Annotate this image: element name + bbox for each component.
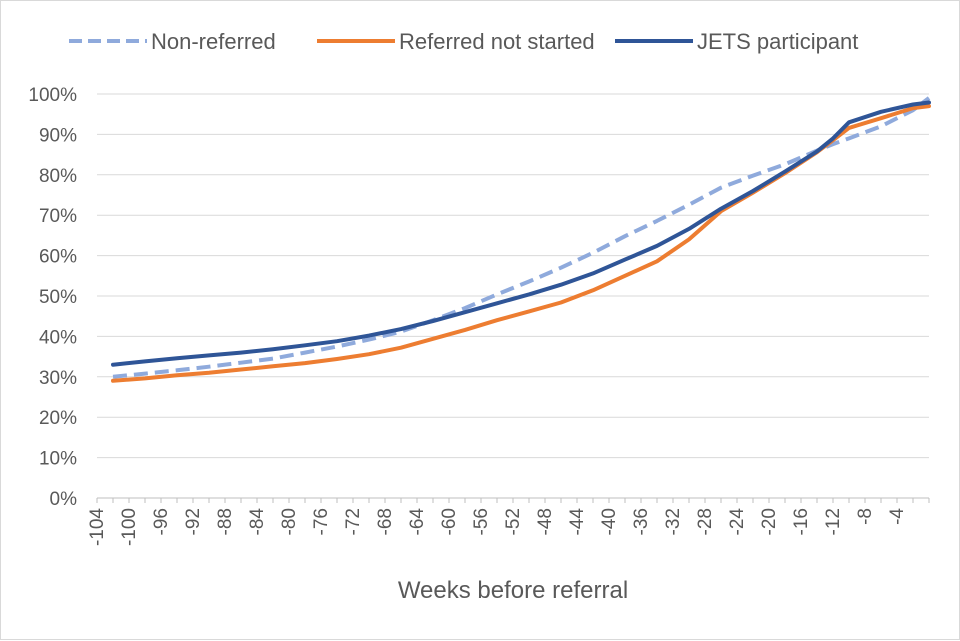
x-tick-label: -84 bbox=[247, 508, 268, 536]
y-axis: 0% 10% 20% 30% 40% 50% 60% 70% 80% 90% 100% bbox=[28, 85, 77, 510]
y-tick-label: 40% bbox=[39, 327, 77, 348]
x-tick-label: -36 bbox=[631, 508, 652, 535]
series-line-jets-participant bbox=[111, 100, 931, 367]
x-tick-label: -12 bbox=[823, 508, 844, 535]
x-tick-label: -28 bbox=[695, 508, 716, 535]
legend-label: Referred not started bbox=[399, 29, 595, 54]
x-tick-label: -68 bbox=[375, 508, 396, 535]
y-tick-label: 0% bbox=[50, 489, 78, 510]
gridlines bbox=[97, 93, 929, 459]
x-tick-label: -24 bbox=[727, 508, 748, 536]
x-tick-label: -48 bbox=[535, 508, 556, 535]
x-tick-label: -64 bbox=[407, 508, 428, 536]
x-tick-label: -32 bbox=[663, 508, 684, 535]
x-axis-title: Weeks before referral bbox=[398, 577, 628, 604]
x-tick-label: -96 bbox=[151, 508, 172, 535]
y-tick-label: 60% bbox=[39, 247, 77, 268]
x-tick-label: -8 bbox=[855, 508, 876, 525]
x-tick-label: -40 bbox=[599, 508, 620, 535]
x-tick-label: -72 bbox=[343, 508, 364, 535]
x-tick-label: -20 bbox=[759, 508, 780, 535]
y-tick-label: 50% bbox=[39, 287, 77, 308]
legend-label: JETS participant bbox=[697, 29, 858, 54]
x-tick-label: -80 bbox=[279, 508, 300, 535]
series-line-referred-not-started bbox=[111, 104, 931, 383]
y-tick-label: 10% bbox=[39, 449, 77, 470]
series-lines bbox=[111, 96, 931, 383]
x-tick-label: -76 bbox=[311, 508, 332, 535]
x-tick-label: -88 bbox=[215, 508, 236, 535]
x-tick-label: -44 bbox=[567, 508, 588, 536]
x-tick-label: -60 bbox=[439, 508, 460, 535]
legend: Non-referred Referred not started JETS par… bbox=[69, 29, 858, 54]
y-tick-label: 90% bbox=[39, 125, 77, 146]
x-tick-label: -92 bbox=[183, 508, 204, 535]
x-axis: -104 -100 -96 -92 -88 -84 -80 -76 -72 -68 -64 -60 -5… bbox=[87, 497, 930, 546]
x-tick-label: -100 bbox=[119, 508, 140, 546]
x-tick-label: -4 bbox=[887, 508, 908, 525]
y-tick-label: 100% bbox=[28, 85, 77, 106]
y-tick-label: 30% bbox=[39, 368, 77, 389]
y-tick-label: 20% bbox=[39, 408, 77, 429]
legend-label: Non-referred bbox=[151, 29, 276, 54]
x-tick-label: -104 bbox=[87, 508, 108, 546]
x-tick-label: -16 bbox=[791, 508, 812, 535]
y-tick-label: 80% bbox=[39, 166, 77, 187]
x-tick-label: -56 bbox=[471, 508, 492, 535]
y-tick-label: 70% bbox=[39, 206, 77, 227]
series-line-non-referred bbox=[112, 96, 931, 379]
x-tick-label: -52 bbox=[503, 508, 524, 535]
